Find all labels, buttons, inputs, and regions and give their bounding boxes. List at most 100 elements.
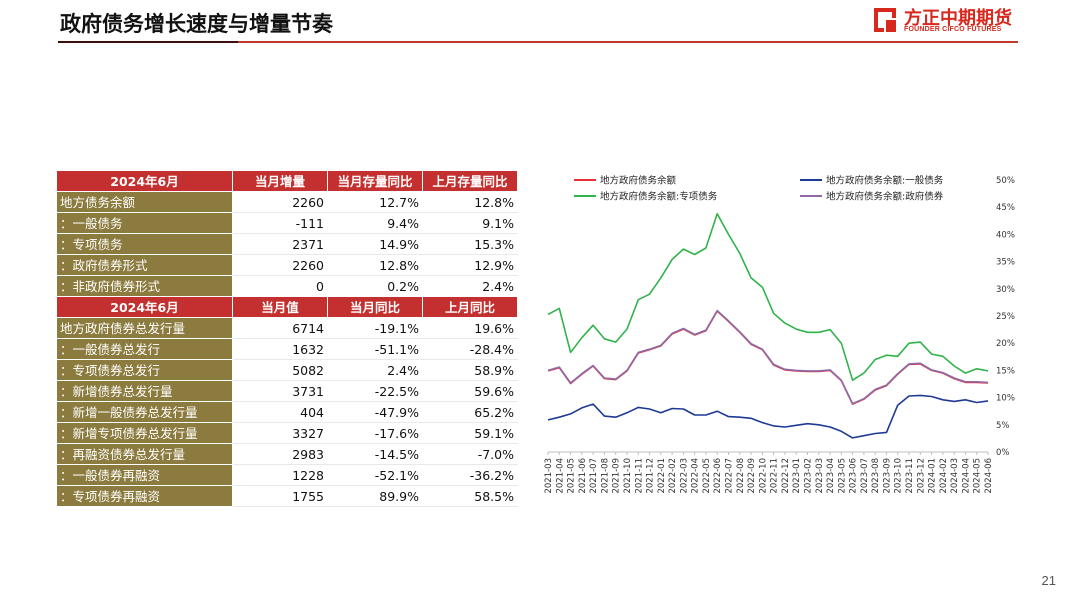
x-tick-label: 2024-01: [928, 458, 938, 494]
x-tick-label: 2021-07: [589, 458, 599, 494]
x-tick-label: 2021-10: [623, 458, 633, 494]
table-cell: 12.9%: [422, 254, 518, 276]
column-header: 上月同比: [422, 296, 518, 318]
series-line-3: [547, 309, 989, 405]
page-number: 21: [1041, 573, 1056, 588]
table-cell: 6714: [232, 317, 328, 339]
legend-item: 地方政府债务余额:政府债券: [800, 191, 944, 203]
row-label: ：一般债券总发行: [56, 338, 233, 360]
table-cell: -28.4%: [422, 338, 518, 360]
bond-issuance-table: 2024年6月 当月值 当月同比 上月同比 地方政府债券总发行量 6714 -19.1% 1…: [56, 296, 518, 507]
table-cell: 1228: [232, 464, 328, 486]
y-tick-label: 40%: [996, 230, 1015, 240]
table-cell: 2371: [232, 233, 328, 255]
x-tick-label: 2022-10: [758, 458, 768, 494]
series-line-1: [547, 394, 989, 439]
table-cell: -22.5%: [327, 380, 423, 402]
table-cell: 12.7%: [327, 191, 423, 213]
x-tick-label: 2023-04: [826, 458, 836, 494]
legend-item: 地方政府债务余额:一般债务: [800, 175, 944, 187]
x-tick-label: 2023-11: [905, 458, 915, 494]
x-tick-label: 2023-07: [860, 458, 870, 494]
page-title: 政府债务增长速度与增量节奏: [60, 12, 333, 36]
x-tick-label: 2021-06: [578, 458, 588, 494]
brand-logo: 方正中期期货 FOUNDER CIFCO FUTURES: [872, 4, 1022, 38]
table-row: ：政府债券形式 2260 12.8% 12.9%: [56, 254, 518, 276]
table-cell: 19.6%: [422, 317, 518, 339]
table-row: ：一般债券再融资 1228 -52.1% -36.2%: [56, 464, 518, 486]
x-tick-label: 2024-06: [984, 458, 994, 494]
x-tick-label: 2023-01: [792, 458, 802, 494]
table-row: ：新增专项债券总发行量 3327 -17.6% 59.1%: [56, 422, 518, 444]
table-cell: -52.1%: [327, 464, 423, 486]
table-header-row: 2024年6月 当月值 当月同比 上月同比: [56, 296, 518, 318]
line-chart-svg: 0%5%10%15%20%25%30%35%40%45%50%2021-03 20…: [544, 175, 1015, 494]
row-label: 地方债务余额: [56, 191, 233, 213]
x-tick-label: 2022-05: [702, 458, 712, 494]
column-header: 上月存量同比: [422, 170, 518, 192]
legend-item: 地方政府债务余额:专项债务: [574, 191, 718, 203]
table-cell: 2.4%: [422, 275, 518, 297]
table-cell: 5082: [232, 359, 328, 381]
table-cell: 14.9%: [327, 233, 423, 255]
row-label: ：再融资债券总发行量: [56, 443, 233, 465]
table-cell: 9.4%: [327, 212, 423, 234]
y-tick-label: 35%: [996, 258, 1015, 268]
table-cell: 2.4%: [327, 359, 423, 381]
founder-logo-icon: [874, 8, 898, 34]
table-cell: 58.9%: [422, 359, 518, 381]
row-label: ：新增一般债券总发行量: [56, 401, 233, 423]
legend-label: 地方政府债务余额:政府债券: [826, 191, 944, 203]
table-cell: 1632: [232, 338, 328, 360]
x-tick-label: 2021-09: [612, 458, 622, 494]
column-header: 2024年6月: [56, 170, 233, 192]
x-tick-label: 2023-02: [803, 458, 813, 494]
table-cell: -51.1%: [327, 338, 423, 360]
table-cell: 15.3%: [422, 233, 518, 255]
x-tick-label: 2022-01: [657, 458, 667, 494]
y-tick-label: 45%: [996, 203, 1015, 213]
row-label: ：专项债券再融资: [56, 485, 233, 507]
x-tick-label: 2024-04: [961, 458, 971, 494]
x-tick-label: 2021-12: [646, 458, 656, 494]
table-cell: 12.8%: [422, 191, 518, 213]
x-tick-label: 2021-08: [600, 458, 610, 494]
legend-label: 地方政府债务余额: [600, 175, 677, 187]
table-cell: 89.9%: [327, 485, 423, 507]
table-row: 地方政府债券总发行量 6714 -19.1% 19.6%: [56, 317, 518, 339]
y-tick-label: 10%: [996, 394, 1015, 404]
x-tick-label: 2023-12: [916, 458, 926, 494]
row-label: ：新增债券总发行量: [56, 380, 233, 402]
x-tick-label: 2023-10: [894, 458, 904, 494]
column-header: 当月存量同比: [327, 170, 423, 192]
x-tick-label: 2024-05: [973, 458, 983, 494]
x-tick-label: 2022-04: [691, 458, 701, 494]
x-tick-label: 2021-03: [544, 458, 554, 494]
y-tick-label: 0%: [996, 448, 1010, 458]
debt-balance-table: 2024年6月 当月增量 当月存量同比 上月存量同比 地方债务余额 2260 12.7% 1…: [56, 170, 518, 297]
table-cell: 12.8%: [327, 254, 423, 276]
x-tick-label: 2021-11: [634, 458, 644, 494]
row-label: ：专项债务: [56, 233, 233, 255]
table-cell: 59.1%: [422, 422, 518, 444]
x-tick-label: 2023-05: [837, 458, 847, 494]
table-row: ：非政府债券形式 0 0.2% 2.4%: [56, 275, 518, 297]
x-tick-label: 2021-05: [567, 458, 577, 494]
x-tick-label: 2022-06: [713, 458, 723, 494]
column-header: 当月值: [232, 296, 328, 318]
x-tick-label: 2022-09: [747, 458, 757, 494]
table-cell: 65.2%: [422, 401, 518, 423]
x-tick-label: 2022-07: [725, 458, 735, 494]
table-cell: 59.6%: [422, 380, 518, 402]
y-tick-label: 25%: [996, 312, 1015, 322]
table-row: ：专项债务 2371 14.9% 15.3%: [56, 233, 518, 255]
table-cell: -7.0%: [422, 443, 518, 465]
table-row: ：专项债券总发行 5082 2.4% 58.9%: [56, 359, 518, 381]
logo-text-cn: 方正中期期货: [904, 8, 1012, 29]
debt-growth-chart: 0% 5% 10% 15% 20% 25% 30% 35% 40% 45% 50% 2021-03 20…: [540, 170, 1040, 515]
y-tick-label: 30%: [996, 285, 1015, 295]
x-tick-label: 2022-11: [770, 458, 780, 494]
y-tick-label: 20%: [996, 339, 1015, 349]
row-label: ：政府债券形式: [56, 254, 233, 276]
table-cell: 404: [232, 401, 328, 423]
